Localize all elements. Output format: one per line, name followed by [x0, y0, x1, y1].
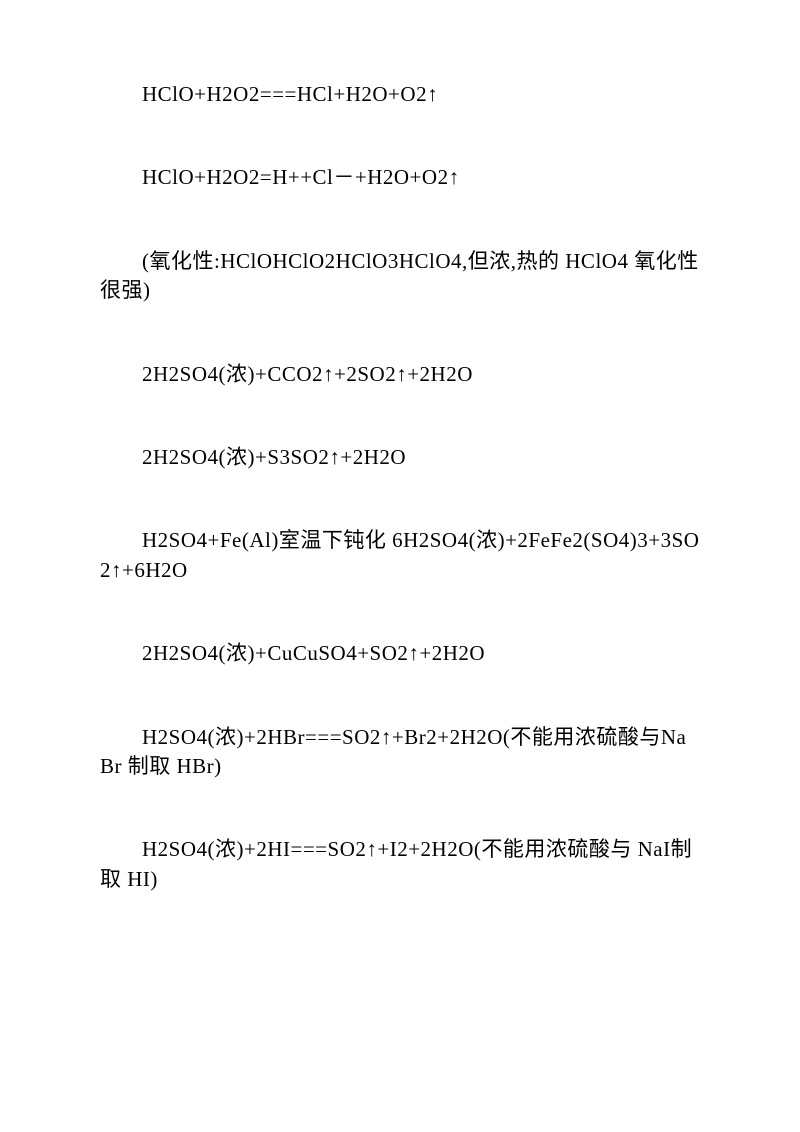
note-line-1: (氧化性:HClOHClO2HClO3HClO4,但浓,热的 HClO4 氧化性…	[100, 247, 700, 306]
equation-line-3: 2H2SO4(浓)+CCO2↑+2SO2↑+2H2O	[100, 360, 700, 389]
equation-line-8: H2SO4(浓)+2HI===SO2↑+I2+2H2O(不能用浓硫酸与 NaI制…	[100, 835, 700, 894]
equation-line-5: H2SO4+Fe(Al)室温下钝化 6H2SO4(浓)+2FeFe2(SO4)3…	[100, 526, 700, 585]
document-page: HClO+H2O2===HCl+H2O+O2↑ HClO+H2O2=H++Cl－…	[0, 0, 800, 1028]
equation-line-4: 2H2SO4(浓)+S3SO2↑+2H2O	[100, 443, 700, 472]
equation-line-7: H2SO4(浓)+2HBr===SO2↑+Br2+2H2O(不能用浓硫酸与NaB…	[100, 723, 700, 782]
equation-line-1: HClO+H2O2===HCl+H2O+O2↑	[100, 80, 700, 109]
equation-line-2: HClO+H2O2=H++Cl－+H2O+O2↑	[100, 163, 700, 192]
equation-line-6: 2H2SO4(浓)+CuCuSO4+SO2↑+2H2O	[100, 639, 700, 668]
